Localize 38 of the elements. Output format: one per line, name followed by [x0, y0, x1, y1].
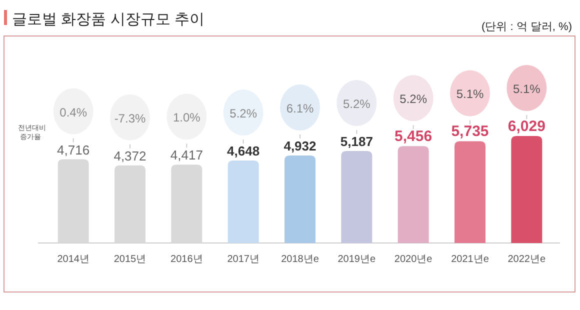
bar [114, 165, 146, 243]
bar [171, 164, 202, 243]
data-label: 4,372 [114, 148, 146, 164]
chart-subtitle: (단위 : 억 달러, %) [482, 21, 572, 33]
text: 0.4% [60, 105, 88, 120]
x-tick-label: 2014년 [57, 254, 90, 265]
chart-title: 글로벌 화장품 시장규모 추이 [12, 11, 205, 28]
x-tick-label: 2022년e [508, 254, 546, 265]
data-label: 5,456 [394, 128, 432, 146]
x-tick-label: 2019년e [338, 254, 376, 265]
x-tick-label: 2016년 [170, 254, 203, 265]
text: 5.1% [456, 87, 484, 102]
x-tick-label: 2021년e [451, 254, 490, 265]
text: 1.0% [172, 110, 201, 125]
text: 5.2% [400, 92, 428, 106]
bar [284, 155, 316, 243]
data-label: 6,029 [508, 118, 546, 135]
data-label: 4,932 [284, 138, 316, 154]
bar [398, 146, 429, 243]
text: 5.2% [230, 106, 258, 121]
x-tick-label: 2018년e [281, 254, 320, 265]
x-tick-label: 2017년 [227, 254, 260, 265]
text: 6.1% [286, 101, 314, 116]
data-label: 5,187 [340, 134, 373, 149]
data-label: 5,735 [451, 123, 489, 140]
text: 5.1% [512, 82, 541, 96]
x-tick-label: 2015년 [114, 254, 146, 265]
bar [341, 150, 372, 243]
bar [511, 136, 542, 243]
data-label: 4,648 [227, 144, 260, 159]
data-label: 4,417 [170, 148, 203, 163]
x-tick-label: 2020년e [394, 254, 433, 265]
bar [228, 160, 259, 243]
text: -7.3% [114, 111, 146, 126]
text: 5.2% [342, 96, 371, 111]
bar [58, 159, 89, 243]
data-label: 4,716 [57, 142, 90, 158]
bar [454, 141, 486, 243]
